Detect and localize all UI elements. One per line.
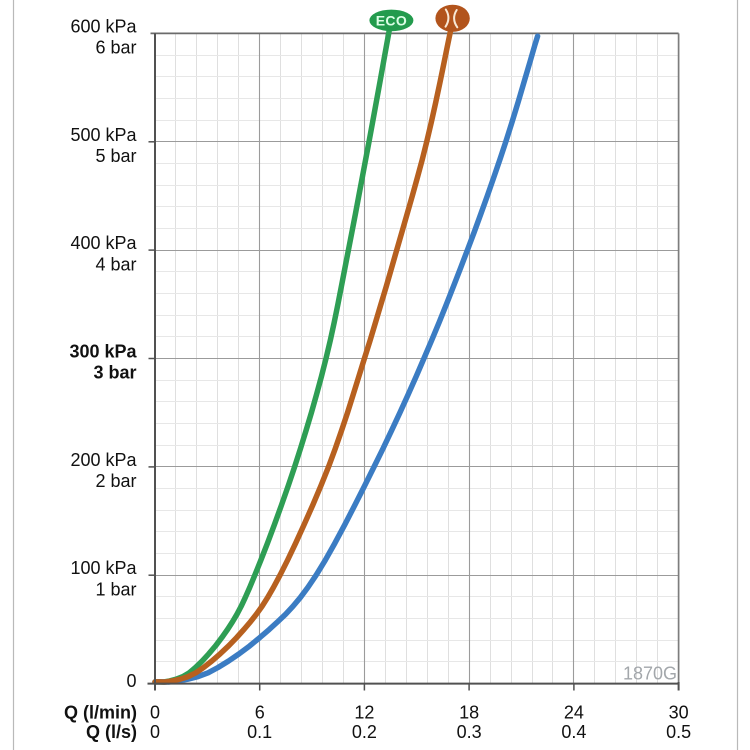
svg-text:30: 30 (669, 703, 689, 723)
svg-text:6: 6 (255, 703, 265, 723)
svg-text:12: 12 (354, 703, 374, 723)
svg-text:100 kPa: 100 kPa (70, 558, 137, 578)
svg-text:0.4: 0.4 (561, 722, 586, 742)
svg-text:Q (l/s): Q (l/s) (86, 722, 137, 742)
svg-text:300 kPa: 300 kPa (69, 342, 137, 362)
svg-text:0: 0 (150, 722, 160, 742)
svg-text:0.1: 0.1 (247, 722, 272, 742)
svg-text:1 bar: 1 bar (95, 579, 136, 599)
svg-text:3 bar: 3 bar (93, 363, 136, 383)
svg-text:0.5: 0.5 (666, 722, 691, 742)
svg-text:200 kPa: 200 kPa (70, 450, 137, 470)
svg-text:500 kPa: 500 kPa (70, 125, 137, 145)
svg-text:0.2: 0.2 (352, 722, 377, 742)
svg-text:6 bar: 6 bar (95, 38, 136, 58)
svg-text:Q (l/min): Q (l/min) (64, 703, 137, 723)
svg-text:0.3: 0.3 (457, 722, 482, 742)
svg-text:4 bar: 4 bar (95, 254, 136, 274)
svg-text:0: 0 (150, 703, 160, 723)
svg-text:5 bar: 5 bar (95, 146, 136, 166)
svg-text:400 kPa: 400 kPa (70, 233, 137, 253)
svg-text:2 bar: 2 bar (95, 471, 136, 491)
svg-text:ECO: ECO (376, 12, 407, 28)
svg-text:24: 24 (564, 703, 584, 723)
svg-text:1870G: 1870G (623, 664, 677, 684)
svg-text:600 kPa: 600 kPa (70, 16, 137, 36)
svg-text:18: 18 (459, 703, 479, 723)
svg-text:0: 0 (126, 671, 136, 691)
